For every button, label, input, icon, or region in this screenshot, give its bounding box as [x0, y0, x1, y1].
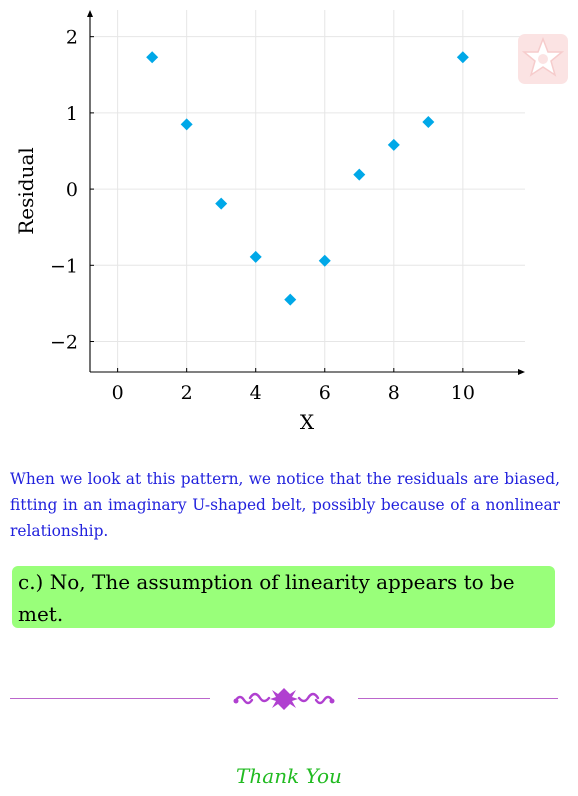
divider-right — [358, 698, 558, 699]
y-tick-label: −1 — [50, 255, 78, 277]
answer-text: No, The assumption of linearity appears … — [18, 570, 515, 626]
data-point-10 — [456, 51, 469, 64]
data-points — [146, 51, 469, 306]
y-tick-label: 1 — [66, 103, 78, 125]
data-point-6 — [318, 254, 331, 267]
x-tick-label: 0 — [112, 382, 124, 404]
x-tick-label: 4 — [250, 382, 262, 404]
data-point-1 — [146, 51, 159, 64]
data-point-2 — [180, 118, 193, 131]
data-point-8 — [387, 138, 400, 151]
x-tick-label: 6 — [319, 382, 331, 404]
tick-labels: 0 2 4 6 8 10 −2 −1 0 1 2 — [50, 27, 475, 404]
data-point-3 — [215, 197, 228, 210]
data-point-5 — [284, 293, 297, 306]
y-tick-label: 2 — [66, 27, 78, 49]
star-logo-icon — [518, 34, 568, 84]
closing-text: Thank You — [236, 764, 342, 788]
explanation-text: When we look at this pattern, we notice … — [10, 470, 560, 540]
residual-scatter-chart: 0 2 4 6 8 10 −2 −1 0 1 2 X Residual — [14, 10, 525, 434]
x-tick-label: 8 — [388, 382, 400, 404]
y-axis-label: Residual — [14, 147, 38, 235]
x-tick-label: 2 — [181, 382, 193, 404]
y-tick-label: 0 — [66, 179, 78, 201]
x-tick-label: 10 — [451, 382, 475, 404]
x-axis-arrow-icon — [518, 369, 525, 375]
data-point-7 — [353, 168, 366, 181]
axes — [87, 10, 525, 375]
answer-box: c.) No, The assumption of linearity appe… — [12, 566, 555, 628]
grid-lines — [90, 10, 525, 372]
y-axis-arrow-icon — [87, 10, 93, 17]
divider-left — [10, 698, 210, 699]
data-point-4 — [249, 250, 262, 263]
data-point-9 — [422, 116, 435, 129]
answer-option-label: c.) — [18, 570, 44, 594]
ornament-flourish-icon — [233, 688, 335, 710]
y-tick-label: −2 — [50, 332, 78, 354]
x-axis-label: X — [300, 410, 315, 434]
